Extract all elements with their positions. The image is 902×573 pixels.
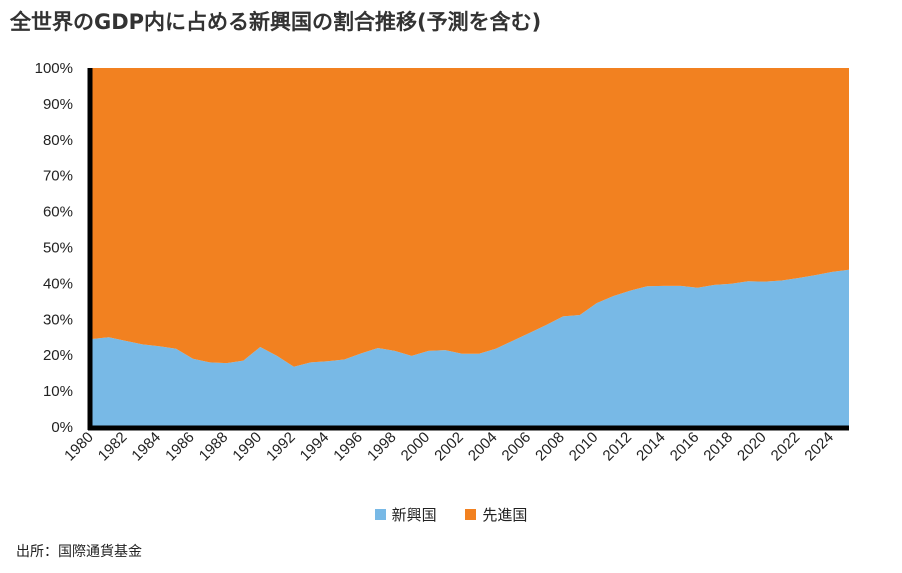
area-series-0 — [92, 269, 849, 427]
x-tick-label: 2020 — [734, 429, 770, 465]
x-tick-label: 1988 — [196, 429, 232, 465]
x-tick-label: 1982 — [95, 429, 131, 465]
y-tick-label: 40% — [43, 275, 73, 292]
x-tick-label: 1994 — [297, 429, 333, 465]
x-tick-label: 2010 — [566, 429, 602, 465]
area-chart: 0% 10% 20% 30% 40% 50% 60% 70% 80% 90% 100% 198019… — [35, 60, 849, 465]
x-tick-label: 2008 — [532, 429, 568, 465]
chart-title: 全世界のGDP内に占める新興国の割合推移(予測を含む) — [10, 10, 542, 34]
x-tick-label: 2006 — [499, 429, 535, 465]
area-series-1 — [92, 68, 849, 367]
x-tick-label: 1986 — [162, 429, 198, 465]
legend-item-emerging: 新興国 — [374, 504, 437, 525]
y-tick-label: 70% — [43, 168, 73, 185]
x-axis-ticks: 1980198219841986198819901992199419961998… — [61, 429, 837, 465]
legend-item-advanced: 先進国 — [465, 504, 527, 525]
plot-areas — [92, 68, 849, 427]
legend-label-emerging: 新興国 — [391, 506, 437, 524]
legend: 新興国 先進国 — [0, 504, 902, 525]
y-tick-label: 30% — [43, 311, 73, 328]
source-note: 出所：国際通貨基金 — [16, 544, 142, 560]
x-tick-label: 2002 — [431, 429, 467, 465]
x-tick-label: 1996 — [330, 429, 366, 465]
x-tick-label: 1998 — [364, 429, 400, 465]
x-tick-label: 2016 — [667, 429, 703, 465]
y-tick-label: 20% — [43, 347, 73, 364]
legend-swatch-advanced — [465, 509, 477, 520]
y-tick-label: 10% — [43, 383, 73, 400]
x-tick-label: 2004 — [465, 429, 501, 465]
y-tick-label: 60% — [43, 204, 73, 221]
y-axis-ticks: 0% 10% 20% 30% 40% 50% 60% 70% 80% 90% 100% — [35, 60, 73, 436]
x-tick-label: 2024 — [801, 429, 837, 465]
x-tick-label: 2012 — [600, 429, 636, 465]
legend-swatch-emerging — [374, 509, 386, 520]
y-tick-label: 100% — [35, 60, 73, 77]
x-tick-label: 1992 — [263, 429, 299, 465]
x-tick-label: 2014 — [633, 429, 669, 465]
y-tick-label: 90% — [43, 96, 73, 113]
y-tick-label: 50% — [43, 240, 73, 257]
x-tick-label: 2018 — [700, 429, 736, 465]
legend-label-advanced: 先進国 — [482, 506, 528, 524]
axes — [87, 68, 849, 431]
x-tick-label: 2000 — [398, 429, 434, 465]
x-tick-label: 1984 — [128, 429, 164, 465]
y-tick-label: 0% — [51, 419, 73, 436]
x-tick-label: 2022 — [768, 429, 804, 465]
x-tick-label: 1990 — [229, 429, 265, 465]
y-tick-label: 80% — [43, 132, 73, 149]
